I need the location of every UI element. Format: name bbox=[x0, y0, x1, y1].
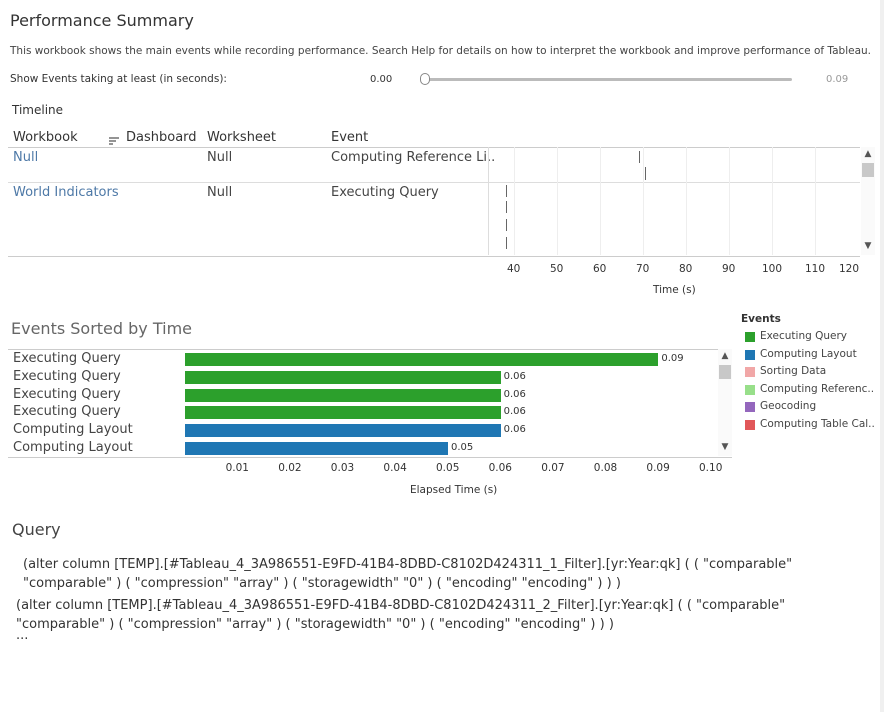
events-x-tick: 0.02 bbox=[278, 462, 302, 474]
scrollbar-thumb[interactable] bbox=[719, 365, 731, 379]
event-row-label: Computing Layout bbox=[13, 440, 133, 455]
window-edge bbox=[880, 0, 884, 712]
event-bar-value-label: 0.05 bbox=[451, 442, 474, 453]
legend-swatch[interactable] bbox=[745, 384, 755, 395]
timeline-event-mark[interactable] bbox=[506, 201, 507, 213]
scrollbar-thumb[interactable] bbox=[862, 163, 874, 177]
timeline-row-workbook[interactable]: Null bbox=[13, 150, 39, 165]
query-line: "comparable" ) ( "compression" "array" )… bbox=[16, 617, 614, 632]
row-divider bbox=[8, 182, 860, 183]
timeline-row-workbook[interactable]: World Indicators bbox=[13, 185, 119, 200]
slider-min-value: 0.00 bbox=[370, 74, 393, 85]
event-row-label: Executing Query bbox=[13, 351, 121, 366]
legend-item-label[interactable]: Sorting Data bbox=[760, 365, 827, 378]
legend-item-label[interactable]: Computing Table Cal.. bbox=[760, 418, 875, 430]
scroll-down-icon[interactable]: ▼ bbox=[864, 241, 872, 251]
timeline-x-tick: 80 bbox=[679, 263, 693, 275]
slider-max-value: 0.09 bbox=[826, 74, 849, 85]
legend-swatch[interactable] bbox=[745, 332, 755, 342]
query-line: (alter column [TEMP].[#Tableau_4_3A98655… bbox=[16, 598, 786, 613]
column-header-dashboard[interactable]: Dashboard bbox=[126, 130, 197, 145]
duration-slider-handle[interactable] bbox=[420, 73, 430, 85]
timeline-event-mark[interactable] bbox=[645, 167, 646, 180]
event-row-label: Executing Query bbox=[13, 386, 121, 402]
timeline-x-tick: 50 bbox=[550, 263, 564, 275]
event-bar-value-label: 0.06 bbox=[503, 388, 526, 400]
timeline-x-tick: 40 bbox=[507, 263, 521, 275]
legend-swatch[interactable] bbox=[745, 367, 755, 378]
event-bar[interactable] bbox=[185, 424, 501, 438]
event-bar-value-label: 0.06 bbox=[503, 406, 526, 418]
timeline-scrollbar[interactable]: ▲ ▼ bbox=[861, 147, 875, 255]
timeline-row-event: Computing Reference Li.. bbox=[331, 150, 496, 165]
events-x-tick: 0.04 bbox=[383, 462, 407, 474]
event-row-label: Executing Query bbox=[13, 404, 121, 420]
event-bar[interactable] bbox=[185, 406, 501, 420]
query-line: (alter column [TEMP].[#Tableau_4_3A98655… bbox=[23, 557, 793, 572]
legend-swatch[interactable] bbox=[745, 402, 755, 413]
duration-slider-track[interactable] bbox=[426, 78, 792, 81]
legend-swatch[interactable] bbox=[745, 420, 755, 430]
events-chart-area bbox=[8, 349, 732, 458]
event-bar-value-label: 0.06 bbox=[503, 424, 526, 436]
events-x-tick: 0.09 bbox=[646, 462, 670, 474]
event-bar[interactable] bbox=[185, 442, 448, 455]
timeline-plot-area bbox=[488, 147, 861, 255]
event-bar[interactable] bbox=[185, 353, 659, 366]
timeline-x-tick: 100 bbox=[762, 263, 783, 275]
timeline-row-worksheet: Null bbox=[207, 150, 233, 165]
page-title: Performance Summary bbox=[10, 11, 194, 30]
event-bar[interactable] bbox=[185, 388, 501, 402]
event-bar[interactable] bbox=[185, 370, 501, 384]
timeline-event-mark[interactable] bbox=[506, 237, 507, 249]
timeline-x-tick: 120 bbox=[839, 263, 860, 275]
events-x-tick: 0.01 bbox=[225, 462, 249, 474]
events-x-tick: 0.03 bbox=[330, 462, 355, 474]
events-x-tick: 0.06 bbox=[488, 462, 512, 474]
min-duration-label: Show Events taking at least (in seconds)… bbox=[10, 73, 227, 85]
column-header-event[interactable]: Event bbox=[331, 130, 369, 145]
legend-title: Events bbox=[741, 313, 781, 325]
events-x-tick: 0.08 bbox=[593, 462, 618, 474]
query-title: Query bbox=[12, 520, 61, 539]
timeline-x-tick: 60 bbox=[593, 263, 607, 275]
column-header-workbook[interactable]: Workbook bbox=[13, 130, 78, 145]
scroll-up-icon[interactable]: ▲ bbox=[721, 351, 729, 361]
column-header-worksheet[interactable]: Worksheet bbox=[207, 130, 277, 145]
events-x-tick: 0.05 bbox=[436, 462, 460, 474]
timeline-x-axis-label: Time (s) bbox=[653, 284, 696, 296]
query-ellipsis: ... bbox=[16, 628, 29, 643]
timeline-x-tick: 90 bbox=[722, 263, 736, 275]
events-x-axis-label: Elapsed Time (s) bbox=[410, 484, 498, 496]
events-x-tick: 0.07 bbox=[541, 462, 565, 474]
timeline-x-tick: 70 bbox=[636, 263, 650, 275]
events-scrollbar[interactable]: ▲ ▼ bbox=[718, 349, 732, 456]
timeline-row-event: Executing Query bbox=[331, 185, 439, 200]
timeline-table bbox=[8, 147, 860, 257]
timeline-event-mark[interactable] bbox=[639, 151, 640, 163]
timeline-x-tick: 110 bbox=[805, 263, 826, 275]
legend-swatch[interactable] bbox=[745, 349, 755, 360]
timeline-event-mark[interactable] bbox=[506, 219, 507, 231]
events-x-tick: 0.10 bbox=[699, 462, 723, 474]
events-chart-title: Events Sorted by Time bbox=[11, 319, 193, 338]
query-line: "comparable" ) ( "compression" "array" )… bbox=[23, 576, 621, 591]
legend-item-label[interactable]: Executing Query bbox=[760, 330, 848, 342]
timeline-title: Timeline bbox=[12, 103, 64, 117]
sort-descending-icon[interactable] bbox=[108, 132, 120, 145]
event-row-label: Computing Layout bbox=[13, 422, 133, 438]
legend-item-label[interactable]: Computing Referenc.. bbox=[760, 382, 875, 395]
event-bar-value-label: 0.06 bbox=[503, 370, 526, 382]
legend-item-label[interactable]: Geocoding bbox=[760, 400, 817, 413]
event-row-label: Executing Query bbox=[13, 368, 121, 384]
event-bar-value-label: 0.09 bbox=[661, 353, 684, 364]
scroll-up-icon[interactable]: ▲ bbox=[864, 149, 872, 159]
timeline-event-mark[interactable] bbox=[506, 185, 507, 197]
description-text: This workbook shows the main events whil… bbox=[10, 45, 872, 57]
scroll-down-icon[interactable]: ▼ bbox=[721, 442, 729, 452]
legend-item-label[interactable]: Computing Layout bbox=[760, 347, 857, 360]
timeline-row-worksheet: Null bbox=[207, 185, 233, 200]
